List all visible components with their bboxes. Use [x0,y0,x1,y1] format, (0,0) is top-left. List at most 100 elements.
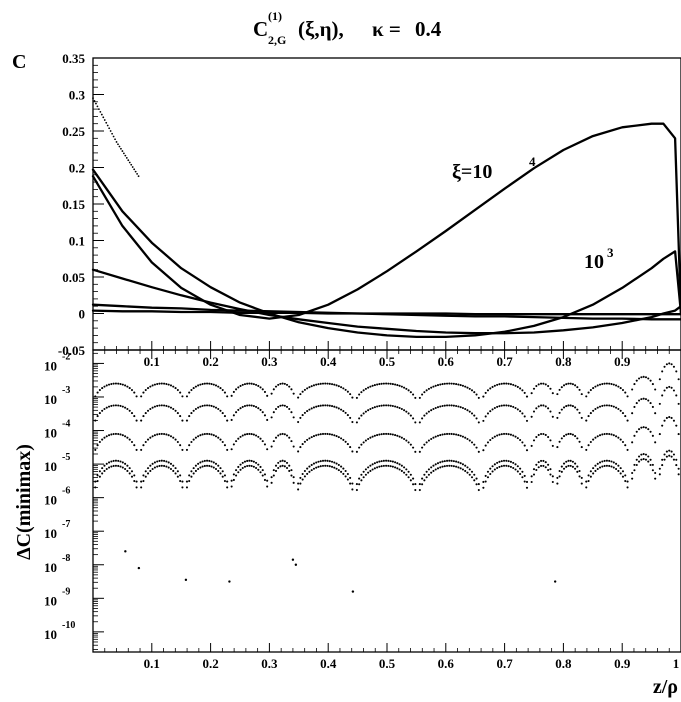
error-point-series-3 [217,436,220,439]
error-point-series-4 [239,463,242,466]
error-point-series-1 [446,382,449,385]
error-point-series-5 [250,464,253,468]
error-point-series-1 [279,382,282,385]
error-point-series-4 [535,463,538,466]
error-point-series-5 [217,469,220,472]
error-point-series-1 [621,388,625,392]
error-point-series-4 [619,467,622,470]
error-point-series-4 [369,464,372,467]
error-point-series-5 [263,478,267,481]
error-point-series-5 [387,464,390,467]
error-point-series-3 [621,440,625,444]
error-point-series-4 [201,460,204,463]
error-point-series-5 [179,479,182,483]
error-point-isolated [294,563,298,566]
error-point-series-4 [412,477,415,480]
error-point-series-5 [232,478,235,481]
error-point-series-4 [108,461,111,464]
error-point-series-5 [103,469,106,472]
error-point-series-2 [165,404,168,407]
error-point-series-1 [290,388,293,391]
error-point-series-3 [558,440,561,443]
error-point-series-3 [642,426,645,429]
error-point-series-3 [537,433,540,437]
error-point-series-5 [176,475,179,478]
error-point-series-4 [221,470,224,473]
error-point-series-5 [455,465,458,468]
error-point-series-4 [208,459,211,462]
error-point-series-2 [110,404,113,407]
error-point-series-5 [117,464,120,468]
error-point-series-2 [259,408,262,411]
error-point-series-4 [259,465,262,469]
dotted-point [114,138,116,141]
bottom-major-ticks [93,350,623,652]
top-y-tick-label: 0.25 [62,124,85,139]
error-point-series-3 [523,444,526,447]
error-point-series-1 [635,379,638,382]
error-point-series-3 [297,450,300,453]
error-point-series-5 [306,472,309,475]
error-point-series-3 [569,432,572,436]
error-point-series-3 [335,435,338,438]
error-point-series-4 [351,482,354,485]
bottom-y-tick-exponent: -3 [62,385,70,396]
error-point-series-3 [396,434,399,437]
error-point-series-1 [259,386,262,389]
error-point-series-4 [414,483,417,486]
error-point-series-4 [272,469,275,472]
error-point-series-5 [605,464,608,467]
error-point-series-3 [547,435,550,439]
error-point-series-2 [185,419,189,422]
error-point-series-5 [457,466,460,469]
error-point-series-5 [514,468,517,471]
error-point-series-3 [470,441,474,444]
error-point-series-5 [344,475,347,478]
top-y-tick-label: 0.2 [69,161,85,176]
error-point-series-1 [232,390,235,394]
error-point-series-3 [672,419,675,422]
error-point-series-2 [491,408,494,411]
error-point-series-4 [407,470,410,473]
error-point-series-1 [443,382,446,385]
error-point-series-1 [387,382,390,385]
error-point-series-2 [578,411,581,414]
error-point-series-1 [571,383,574,386]
dotted-point [128,161,131,164]
top-y-tick-labels: -0.05 0 0.05 0.1 0.15 0.2 0.25 0.3 0.35 [58,51,86,358]
error-point-series-1 [396,384,399,387]
error-point-series-4 [396,462,399,465]
error-point-series-2 [219,409,222,412]
error-point-series-5 [484,480,487,483]
error-point-series-1 [464,385,467,388]
error-point-series-1 [423,391,426,394]
top-x-tick-label: 0.7 [496,354,513,369]
error-point-series-2 [272,411,275,414]
error-point-series-4 [450,459,453,462]
error-point-series-1 [608,382,611,385]
error-point-series-5 [547,468,550,472]
error-point-series-1 [514,384,517,387]
error-point-series-3 [158,432,161,436]
error-point-series-5 [126,469,129,472]
error-point-series-3 [455,433,458,436]
error-point-series-4 [199,461,202,464]
error-point-series-3 [219,438,222,441]
error-point-series-2 [394,405,397,408]
error-point-series-4 [315,461,318,464]
error-point-series-2 [500,404,503,407]
error-point-series-1 [167,383,170,386]
error-point-series-2 [523,415,526,418]
error-point-series-3 [239,435,242,438]
error-point-series-2 [432,407,435,411]
error-point-series-3 [326,432,329,436]
error-point-series-3 [436,434,440,437]
error-point-series-3 [197,435,200,438]
error-point-series-5 [376,466,379,469]
error-point-series-5 [677,473,680,476]
error-point-series-5 [405,473,408,476]
error-point-series-3 [651,434,654,437]
error-point-series-2 [197,406,200,409]
error-point-series-1 [172,385,175,388]
error-point-series-2 [340,408,343,411]
